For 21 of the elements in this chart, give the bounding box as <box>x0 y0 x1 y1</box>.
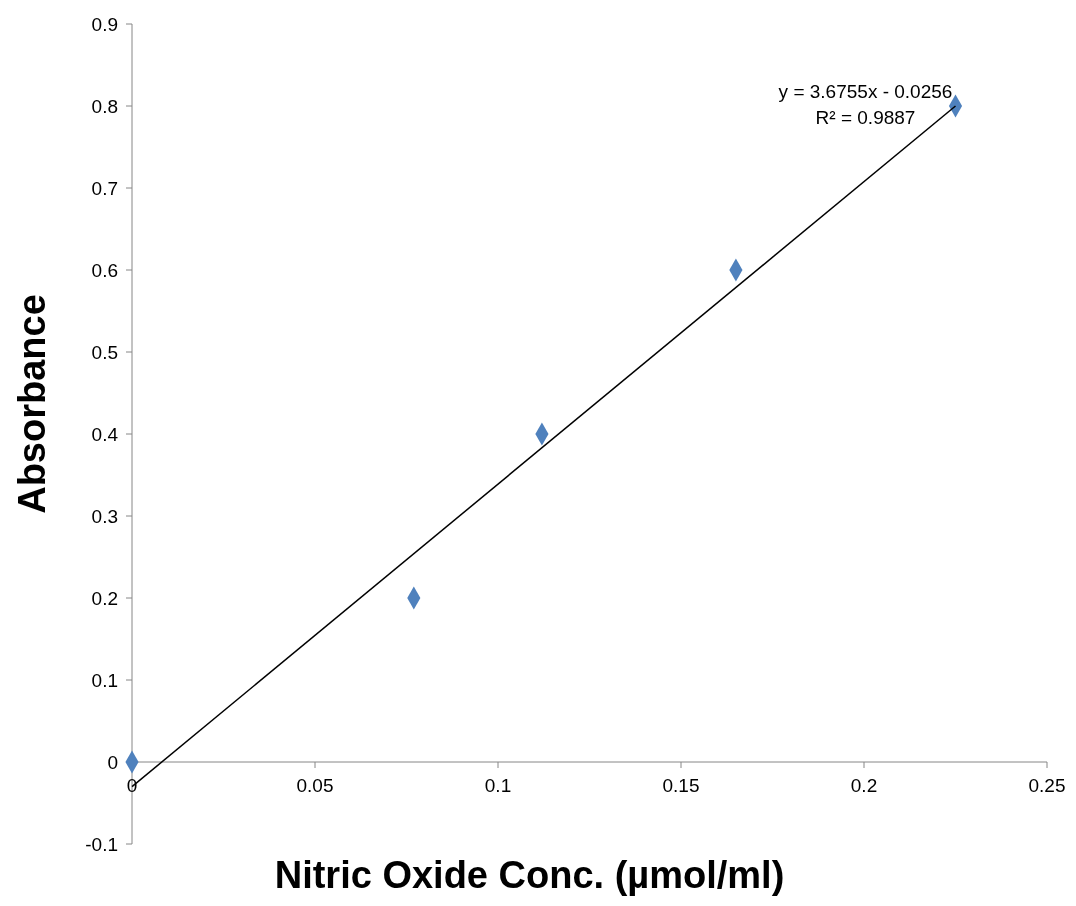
y-tick-label: 0.8 <box>91 95 118 117</box>
y-tick-label: 0.3 <box>91 505 118 527</box>
x-tick-label: 0.2 <box>850 775 878 796</box>
x-tick-label: 0 <box>126 775 138 796</box>
y-tick-label: 0.1 <box>91 669 118 691</box>
y-tick-label: 0 <box>107 751 118 773</box>
annotation: R² = 0.9887 <box>815 107 916 128</box>
x-tick-label: 0.15 <box>662 775 700 796</box>
y-tick-label: 0.5 <box>91 341 118 363</box>
annotation: y = 3.6755x - 0.0256 <box>778 81 953 102</box>
y-tick-label: -0.1 <box>85 833 118 855</box>
y-tick-label: 0.6 <box>91 259 118 281</box>
y-tick-label: 0.2 <box>91 587 118 609</box>
x-tick-label: 0.1 <box>484 775 512 796</box>
x-axis-title: Nitric Oxide Conc. (µmol/ml) <box>274 854 785 896</box>
y-tick-label: 0.4 <box>91 423 119 445</box>
x-tick-label: 0.05 <box>296 775 334 796</box>
y-tick-label: 0.9 <box>91 13 118 35</box>
y-axis-title: Absorbance <box>11 294 53 514</box>
x-tick-label: 0.25 <box>1028 775 1066 796</box>
y-tick-label: 0.7 <box>91 177 118 199</box>
